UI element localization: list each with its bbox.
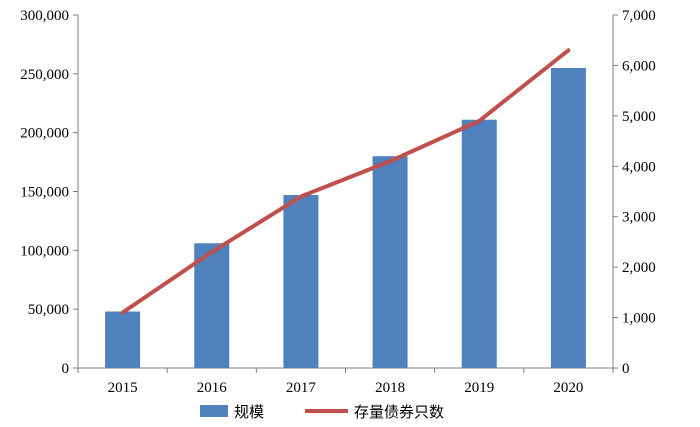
right-tick-label: 3,000 (622, 210, 656, 226)
right-tick-label: 4,000 (622, 159, 656, 175)
plot-area: 0 50,000 100,000 150,000 200,000 250,000 300,0… (20, 8, 656, 396)
legend-swatch-bar (200, 405, 228, 417)
x-tick-label: 2015 (108, 380, 138, 396)
right-tick-label: 0 (622, 361, 630, 377)
bar (283, 195, 319, 368)
x-tick-label: 2018 (375, 380, 405, 396)
left-tick-label: 300,000 (20, 8, 69, 24)
bar (550, 67, 586, 368)
bar (105, 311, 141, 368)
left-tick-label: 100,000 (20, 243, 69, 259)
bar (194, 243, 230, 368)
legend-label-line: 存量债券只数 (354, 403, 444, 421)
x-tick-label: 2017 (286, 380, 317, 396)
series-line (120, 48, 571, 315)
left-tick-label: 50,000 (28, 302, 69, 318)
x-tick-label: 2019 (464, 380, 494, 396)
legend: 规模 存量债券只数 (200, 403, 444, 421)
x-tick-label: 2016 (197, 380, 228, 396)
legend-label-bar: 规模 (234, 403, 264, 421)
right-tick-label: 1,000 (622, 311, 656, 327)
left-tick-label: 200,000 (20, 126, 69, 142)
bar (461, 119, 497, 369)
bar (372, 156, 408, 368)
right-tick-label: 2,000 (622, 260, 656, 276)
right-tick-label: 7,000 (622, 8, 656, 24)
x-tick-label: 2020 (553, 380, 583, 396)
left-tick-label: 250,000 (20, 67, 69, 83)
left-tick-label: 150,000 (20, 185, 69, 201)
right-tick-label: 6,000 (622, 58, 656, 74)
right-tick-label: 5,000 (622, 109, 656, 125)
left-tick-label: 0 (62, 361, 70, 377)
